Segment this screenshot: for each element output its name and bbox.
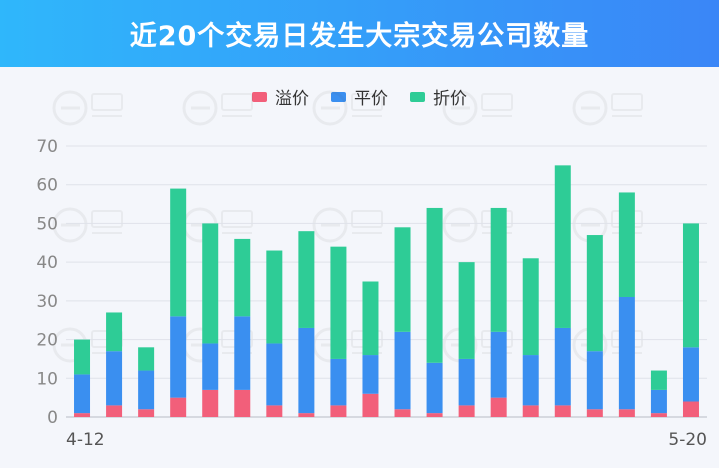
watermark-logo	[312, 207, 383, 243]
x-axis: 4-12 5-20	[66, 430, 707, 450]
legend-label-par: 平价	[354, 89, 388, 109]
bar-segment-premium[interactable]	[106, 405, 123, 417]
bar-segment-par[interactable]	[458, 358, 475, 406]
y-tick-label: 0	[47, 408, 58, 428]
watermark-logo	[572, 90, 643, 126]
legend-item-discount[interactable]: 折价	[410, 84, 467, 109]
bar-segment-discount[interactable]	[682, 223, 699, 348]
watermark-logo	[312, 90, 383, 126]
legend: 溢价 平价 折价	[0, 84, 719, 109]
bar-segment-discount[interactable]	[202, 223, 219, 344]
bar-segment-discount[interactable]	[170, 188, 187, 317]
legend-swatch-par	[331, 91, 346, 102]
bar-segment-par[interactable]	[682, 347, 699, 402]
bar-segment-premium[interactable]	[394, 409, 411, 417]
bar-segment-discount[interactable]	[394, 227, 411, 332]
bar-segment-par[interactable]	[106, 351, 123, 406]
y-tick-label: 50	[36, 214, 58, 234]
bar-segment-par[interactable]	[426, 362, 443, 414]
bar-segment-premium[interactable]	[330, 405, 347, 417]
bar-segment-premium[interactable]	[682, 401, 699, 417]
y-tick-label: 60	[36, 176, 58, 196]
watermark-layer	[52, 90, 643, 363]
bar-segment-par[interactable]	[586, 351, 603, 410]
watermark-logo	[182, 90, 253, 126]
y-tick-label: 20	[36, 331, 58, 351]
bar-segment-par[interactable]	[138, 370, 155, 410]
bar-segment-discount[interactable]	[650, 370, 667, 390]
bar-segment-premium[interactable]	[138, 409, 155, 417]
bar-segment-premium[interactable]	[458, 405, 475, 417]
bar-segment-par[interactable]	[362, 355, 379, 394]
bar-segment-par[interactable]	[522, 355, 539, 406]
watermark-logo	[52, 90, 123, 126]
bar-segment-par[interactable]	[650, 389, 667, 414]
legend-item-premium[interactable]: 溢价	[252, 84, 309, 109]
legend-item-par[interactable]: 平价	[331, 84, 388, 109]
bar-segment-discount[interactable]	[554, 165, 571, 328]
bar-segment-par[interactable]	[202, 343, 219, 390]
bar-segment-discount[interactable]	[426, 207, 443, 363]
bar-segment-par[interactable]	[170, 316, 187, 398]
bar-segment-premium[interactable]	[170, 397, 187, 417]
y-tick-label: 10	[36, 369, 58, 389]
bar-segment-par[interactable]	[298, 327, 315, 414]
chart-header: 近20个交易日发生大宗交易公司数量	[0, 0, 719, 67]
bar-segment-discount[interactable]	[298, 231, 315, 328]
bar-segment-discount[interactable]	[522, 258, 539, 356]
bar-segment-premium[interactable]	[586, 409, 603, 417]
bar-segment-par[interactable]	[618, 296, 635, 410]
grid-lines	[66, 145, 707, 418]
bar-segment-discount[interactable]	[106, 312, 123, 352]
bar-segment-premium[interactable]	[362, 393, 379, 417]
bar-segment-par[interactable]	[490, 331, 507, 398]
bar-segment-premium[interactable]	[202, 389, 219, 417]
bar-segment-premium[interactable]	[234, 389, 251, 417]
bar-segment-premium[interactable]	[298, 413, 315, 417]
bar-segment-discount[interactable]	[234, 238, 251, 317]
bar-segment-discount[interactable]	[330, 246, 347, 359]
bar-segment-par[interactable]	[74, 374, 91, 414]
bar-segment-premium[interactable]	[554, 405, 571, 417]
legend-label-premium: 溢价	[275, 89, 309, 109]
bar-segment-par[interactable]	[330, 358, 347, 406]
legend-swatch-premium	[252, 91, 267, 102]
legend-label-discount: 折价	[433, 89, 467, 109]
chart-title: 近20个交易日发生大宗交易公司数量	[129, 21, 590, 52]
watermark-logo	[442, 90, 513, 126]
y-tick-label: 70	[36, 137, 58, 157]
watermark-logo	[52, 207, 123, 243]
bar-segment-par[interactable]	[266, 343, 283, 406]
bar-segment-premium[interactable]	[650, 413, 667, 417]
y-axis: 0 10 20 30 40 50 60 70	[36, 137, 58, 428]
bar-segment-par[interactable]	[554, 327, 571, 406]
x-tick-label-start: 4-12	[66, 430, 105, 450]
bar-segment-premium[interactable]	[522, 405, 539, 417]
bar-segment-discount[interactable]	[458, 262, 475, 359]
legend-swatch-discount	[410, 91, 425, 102]
bar-segment-par[interactable]	[234, 316, 251, 390]
x-tick-label-end: 5-20	[668, 430, 707, 450]
bar-segment-discount[interactable]	[138, 347, 155, 371]
bars	[74, 165, 699, 417]
bar-segment-discount[interactable]	[74, 339, 91, 375]
y-tick-label: 40	[36, 253, 58, 273]
bar-segment-premium[interactable]	[490, 397, 507, 417]
bar-segment-discount[interactable]	[490, 207, 507, 332]
y-tick-label: 30	[36, 292, 58, 312]
bar-segment-discount[interactable]	[618, 192, 635, 297]
bar-segment-premium[interactable]	[74, 413, 91, 417]
bar-segment-premium[interactable]	[266, 405, 283, 417]
bar-segment-par[interactable]	[394, 331, 411, 410]
bar-segment-discount[interactable]	[586, 235, 603, 352]
bar-segment-discount[interactable]	[266, 250, 283, 344]
bar-segment-premium[interactable]	[618, 409, 635, 417]
bar-segment-premium[interactable]	[426, 413, 443, 417]
bar-segment-discount[interactable]	[362, 281, 379, 356]
